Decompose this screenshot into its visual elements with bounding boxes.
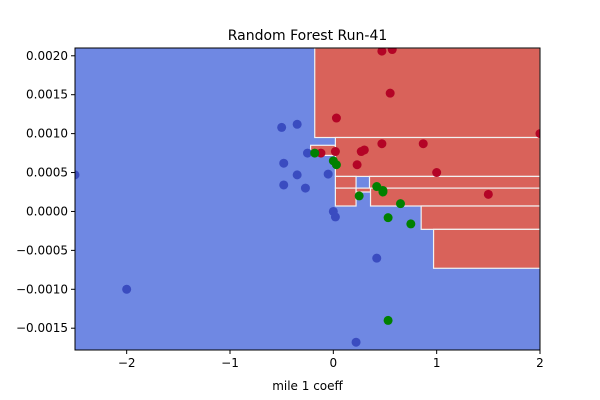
point-red: [483, 189, 493, 199]
y-tick-label: 0.0005: [26, 166, 68, 180]
y-tick-label: 0.0015: [26, 88, 68, 102]
decision-region-red-0: [314, 48, 540, 139]
point-blue: [372, 253, 382, 263]
x-tick-label: 0: [330, 356, 338, 370]
decision-region-red-6: [355, 187, 372, 193]
y-tick-label: 0.0010: [26, 127, 68, 141]
point-red: [387, 48, 397, 55]
point-green: [383, 213, 393, 223]
chart-title: Random Forest Run-41: [228, 28, 388, 44]
point-blue: [292, 119, 302, 129]
y-tick-label: 0.0000: [26, 204, 68, 218]
decision-region-red-7: [369, 187, 540, 207]
point-red: [377, 139, 387, 149]
point-green: [310, 148, 320, 158]
point-green: [383, 315, 393, 325]
decision-region-red-9: [432, 228, 540, 269]
point-blue: [122, 284, 132, 294]
x-tick-label: 1: [433, 356, 441, 370]
x-axis-label: mile 1 coeff: [272, 379, 343, 393]
point-green: [354, 191, 364, 201]
y-tick-label: −0.0005: [16, 243, 68, 257]
y-tick-label: 0.0020: [26, 49, 68, 63]
point-blue: [323, 169, 333, 179]
point-green: [378, 187, 388, 197]
point-red: [385, 88, 395, 98]
y-axis: −0.0015 −0.0010 −0.0005 0.0000 0.0005 0.0010 0…: [16, 49, 75, 335]
point-red: [432, 168, 442, 178]
decision-region-red-5: [334, 187, 357, 207]
point-blue: [300, 183, 310, 193]
point-red: [418, 139, 428, 149]
decision-region-red-8: [420, 205, 540, 230]
point-green: [406, 219, 416, 229]
point-blue: [330, 212, 340, 222]
plot-frame: [74, 47, 541, 351]
point-blue: [303, 148, 312, 158]
point-blue: [277, 122, 287, 132]
point-red: [331, 113, 341, 123]
x-tick-label: −2: [118, 356, 136, 370]
decision-region-red-4: [368, 175, 540, 189]
point-blue: [279, 158, 289, 168]
x-axis: −2 −1 0 1 2: [118, 350, 544, 370]
point-green: [396, 199, 405, 209]
decision-region-red-3: [334, 175, 357, 189]
y-tick-label: −0.0015: [16, 321, 68, 335]
point-red: [330, 147, 340, 157]
x-tick-label: −1: [221, 356, 239, 370]
point-blue: [279, 180, 289, 190]
point-red: [359, 145, 369, 155]
point-red: [352, 160, 362, 170]
y-tick-label: −0.0010: [16, 282, 68, 296]
point-red: [535, 129, 540, 139]
point-green: [331, 160, 341, 170]
point-red: [377, 48, 387, 56]
point-blue: [351, 337, 361, 347]
x-tick-label: 2: [536, 356, 544, 370]
scatter-points: [75, 48, 540, 347]
point-blue: [75, 170, 80, 180]
point-red: [316, 148, 326, 158]
point-blue: [292, 170, 302, 180]
plot-area: [75, 48, 540, 350]
